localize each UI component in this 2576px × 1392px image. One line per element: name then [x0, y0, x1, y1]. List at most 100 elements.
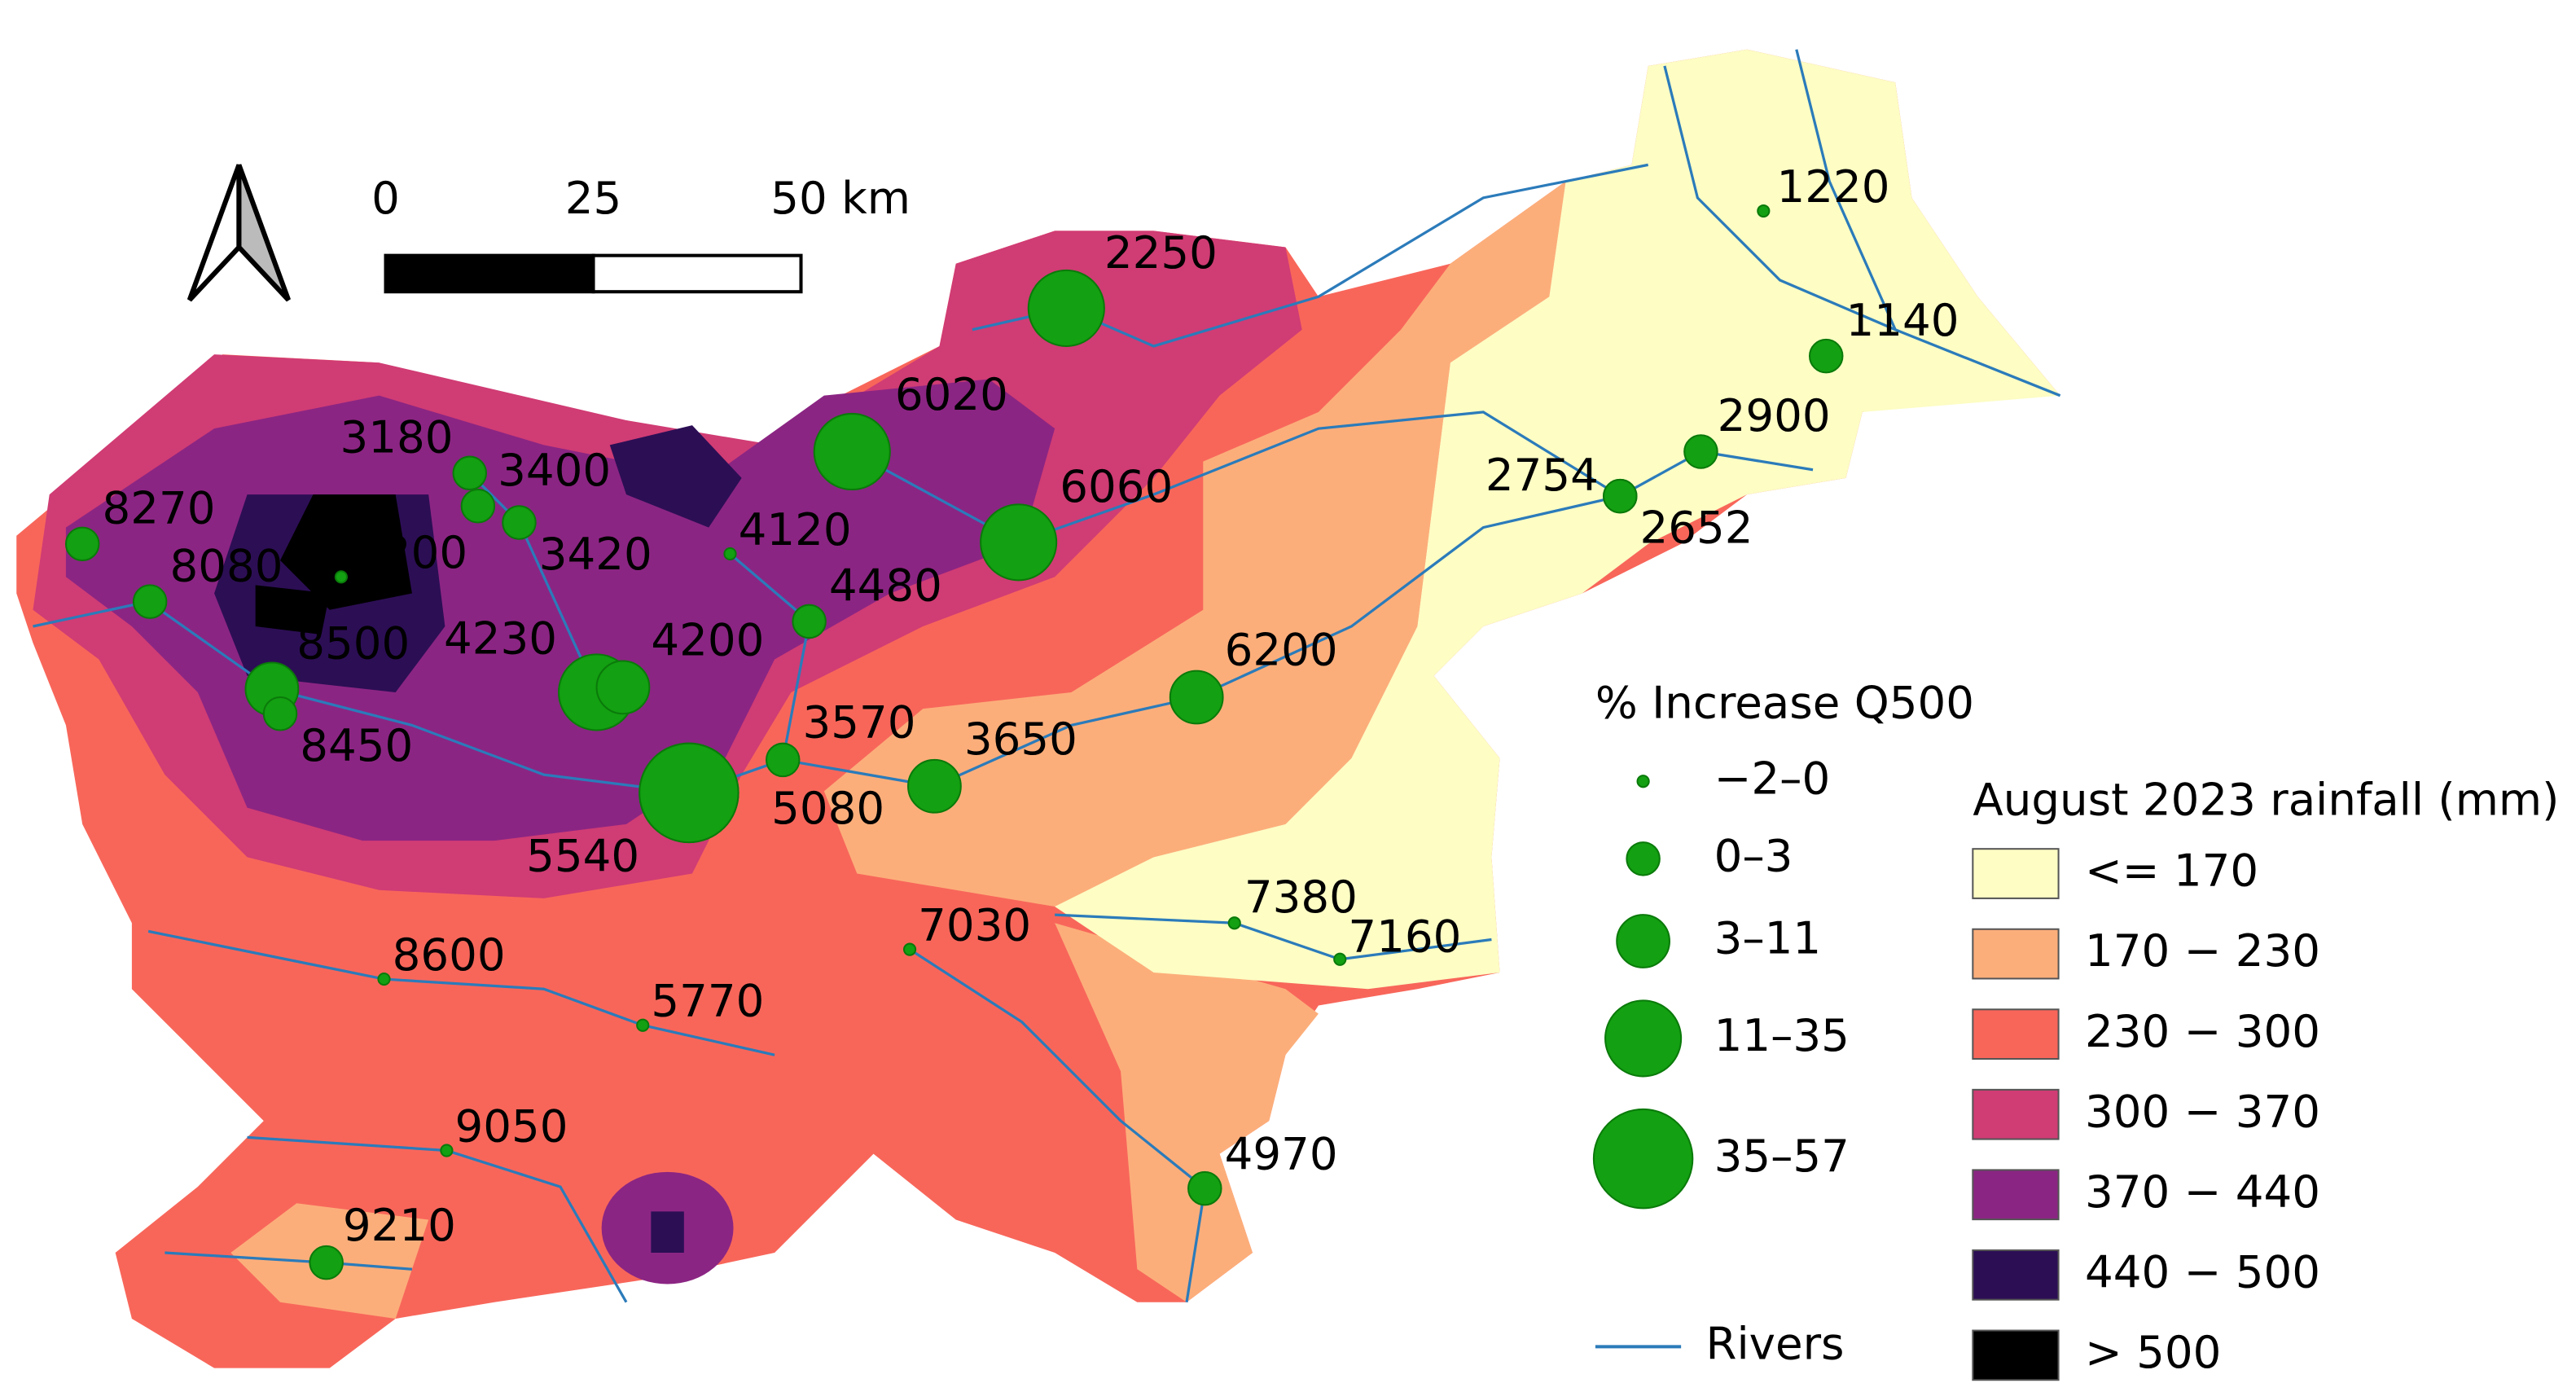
legend-swatch: [1972, 1249, 2060, 1301]
station-marker: [639, 742, 739, 844]
station-label: 2652: [1640, 502, 1753, 554]
station-marker: [1187, 1170, 1222, 1206]
station-label: 6200: [1225, 624, 1338, 676]
station-label: 5770: [651, 975, 764, 1027]
station-marker: [502, 505, 537, 540]
station-label: 1220: [1777, 160, 1890, 213]
legend-label: 0–3: [1714, 829, 1793, 881]
station-marker: [64, 526, 100, 562]
river: [1663, 65, 2061, 397]
legend-label: > 500: [2085, 1326, 2221, 1378]
station-label: 3200: [354, 526, 467, 578]
station-label: 4970: [1225, 1128, 1338, 1180]
station-label: 3180: [340, 411, 453, 463]
station-label: 2754: [1485, 449, 1599, 501]
station-marker: [907, 758, 962, 814]
scale-label: 25: [565, 172, 622, 224]
river: [147, 929, 775, 1056]
legend-label: 11–35: [1714, 1009, 1850, 1061]
north-arrow-left: [187, 164, 242, 302]
legend-label: −2–0: [1714, 752, 1831, 804]
legend-label: 440 − 500: [2085, 1245, 2320, 1298]
legend-swatch: [1972, 1088, 2060, 1140]
legend-label: 3–11: [1714, 912, 1822, 964]
station-marker: [460, 489, 496, 524]
legend-swatch: [1972, 848, 2060, 899]
station-label: 1140: [1846, 294, 1959, 346]
legend-swatch: [1972, 928, 2060, 980]
station-marker: [723, 547, 737, 561]
station-marker: [980, 503, 1058, 582]
river: [909, 948, 1207, 1302]
station-label: 9050: [455, 1100, 568, 1152]
north-arrow-right: [236, 164, 291, 302]
station-label: 8600: [393, 929, 506, 981]
station-label: 7160: [1348, 911, 1461, 963]
rainfall-zones: [16, 49, 2060, 1368]
station-label: 4200: [651, 613, 764, 665]
station-marker: [452, 455, 487, 491]
legend-label: 370 − 440: [2085, 1166, 2320, 1218]
legend-label: 35–57: [1714, 1130, 1850, 1182]
station-marker: [765, 742, 801, 778]
station-label: 4480: [829, 560, 942, 612]
station-marker: [440, 1144, 454, 1157]
legend-swatch: [1972, 1008, 2060, 1060]
legend-circle: [1626, 841, 1661, 876]
river: [247, 1135, 628, 1303]
station-marker: [595, 660, 651, 715]
station-label: 9210: [343, 1199, 456, 1251]
station-marker: [377, 972, 391, 986]
zone-gt-500: [280, 494, 412, 610]
station-marker: [309, 1245, 344, 1280]
station-marker: [1808, 338, 1844, 374]
station-label: 8450: [300, 719, 413, 771]
station-marker: [792, 604, 827, 639]
station-marker: [1227, 916, 1241, 930]
zone-gt-500: [255, 585, 330, 635]
station-marker: [1757, 204, 1771, 218]
station-marker: [334, 570, 348, 584]
legend-circle: [1636, 775, 1650, 788]
legend-circle: [1592, 1108, 1694, 1210]
legend-title: August 2023 rainfall (mm): [1973, 774, 2559, 826]
station-label: 2900: [1718, 389, 1831, 441]
legend-circle: [1616, 914, 1670, 968]
legend-label: <= 170: [2085, 845, 2258, 897]
legend-label: 300 − 370: [2085, 1085, 2320, 1137]
station-label: 7380: [1244, 871, 1358, 923]
station-label: 3400: [498, 444, 611, 496]
scale-bar: 0 25 50 km: [371, 172, 911, 294]
zone-440-500: [609, 425, 742, 528]
station-marker: [1683, 434, 1718, 469]
station-label: 3650: [964, 713, 1077, 765]
zone-le-170: [1055, 49, 2060, 990]
river: [1795, 49, 1897, 331]
legend-swatch: [1972, 1169, 2060, 1221]
station-label: 8500: [296, 617, 410, 669]
station-label: 8270: [102, 481, 215, 534]
station-marker: [262, 696, 298, 731]
station-label: 2250: [1104, 226, 1218, 279]
station-marker: [1333, 952, 1347, 966]
legends: % Increase Q500 August 2023 rainfall (mm…: [1592, 676, 2559, 1381]
station-label: 4230: [444, 612, 557, 664]
scale-bar-black: [384, 253, 595, 294]
legend-title: % Increase Q500: [1595, 676, 1974, 728]
legend-label: 230 − 300: [2085, 1005, 2320, 1057]
river: [1055, 913, 1492, 961]
station-marker: [132, 584, 168, 619]
station-label: 5540: [526, 829, 639, 881]
station-marker: [813, 412, 891, 491]
station-marker: [636, 1018, 650, 1032]
station-label: 8080: [169, 539, 283, 591]
zone-170-230: [823, 181, 1566, 973]
station-label: 5080: [771, 782, 884, 834]
station-marker: [1169, 670, 1224, 725]
legend-label: 170 − 230: [2085, 924, 2320, 977]
station-label: 3420: [539, 528, 652, 580]
legend-circle: [1604, 999, 1683, 1078]
station-label: 6020: [895, 368, 1008, 420]
station-marker: [1027, 269, 1105, 347]
